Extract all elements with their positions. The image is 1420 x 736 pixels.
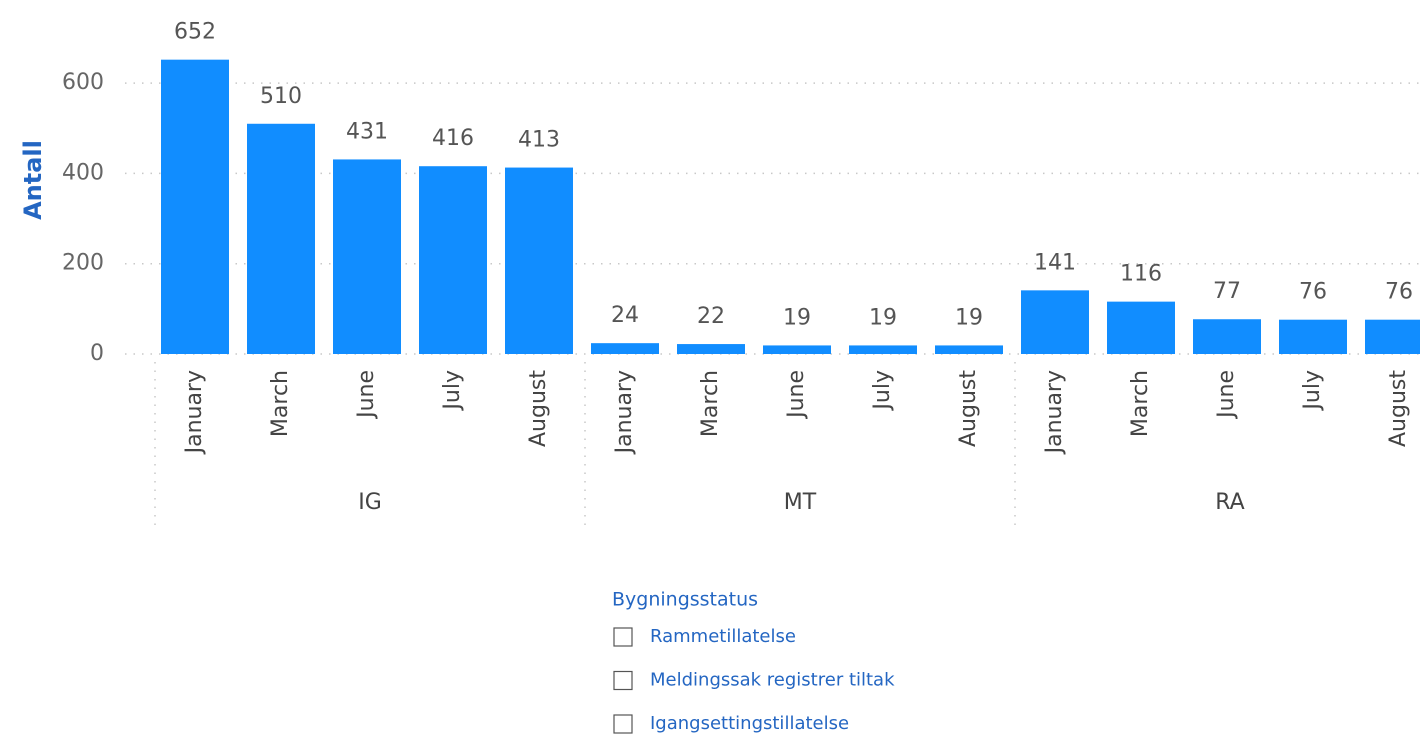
y-tick-label: 0 [90,341,104,366]
bar [1279,319,1347,354]
x-tick-label: June [354,370,379,420]
data-label: 413 [518,128,560,153]
bar [161,59,229,354]
bar [419,166,487,354]
data-label: 431 [346,119,388,144]
group-label: RA [1215,490,1244,515]
x-tick-label: June [784,370,809,420]
data-label: 24 [611,303,639,328]
x-tick-label: June [1214,370,1239,420]
data-label: 141 [1034,250,1076,275]
x-tick-label: March [698,370,723,437]
y-tick-label: 200 [62,251,104,276]
data-label: 77 [1213,279,1241,304]
bar [591,343,659,354]
bar [1365,319,1420,354]
data-label: 510 [260,84,302,109]
x-tick-label: August [956,370,981,447]
data-label: 116 [1120,262,1162,287]
data-label: 19 [869,305,897,330]
bar [505,167,573,354]
x-tick-label: January [182,370,207,455]
slicer-item[interactable]: Rammetillatelse [650,626,796,647]
x-tick-label: July [870,370,895,412]
y-tick-label: 400 [62,160,104,185]
group-label: IG [358,490,382,515]
bar [763,345,831,354]
x-tick-label: March [1128,370,1153,437]
bar [935,345,1003,354]
slicer-item[interactable]: Igangsettingstillatelse [650,713,849,734]
x-tick-label: August [526,370,551,447]
x-tick-label: January [612,370,637,455]
slicer-title: Bygningsstatus [612,589,758,611]
slicer-item[interactable]: Meldingssak registrer tiltak [650,670,895,691]
bar [333,159,401,354]
bar [1193,319,1261,354]
bar [247,123,315,355]
data-label: 416 [432,126,474,151]
bar [1107,301,1175,354]
data-label: 22 [697,304,725,329]
group-label: MT [784,490,817,515]
checkbox[interactable] [613,670,633,691]
x-tick-label: July [440,370,465,412]
bar [677,344,745,354]
x-tick-label: July [1300,370,1325,412]
checkbox[interactable] [613,714,633,734]
checkbox[interactable] [613,627,633,647]
x-tick-label: March [268,370,293,437]
x-tick-label: January [1042,370,1067,455]
y-axis-title: Antall [19,140,47,220]
bar [1021,290,1089,354]
data-label: 76 [1385,280,1413,305]
y-tick-label: 600 [62,70,104,95]
x-tick-label: August [1386,370,1411,447]
data-label: 19 [955,305,983,330]
data-label: 652 [174,20,216,45]
data-label: 19 [783,305,811,330]
bar [849,345,917,354]
data-label: 76 [1299,280,1327,305]
